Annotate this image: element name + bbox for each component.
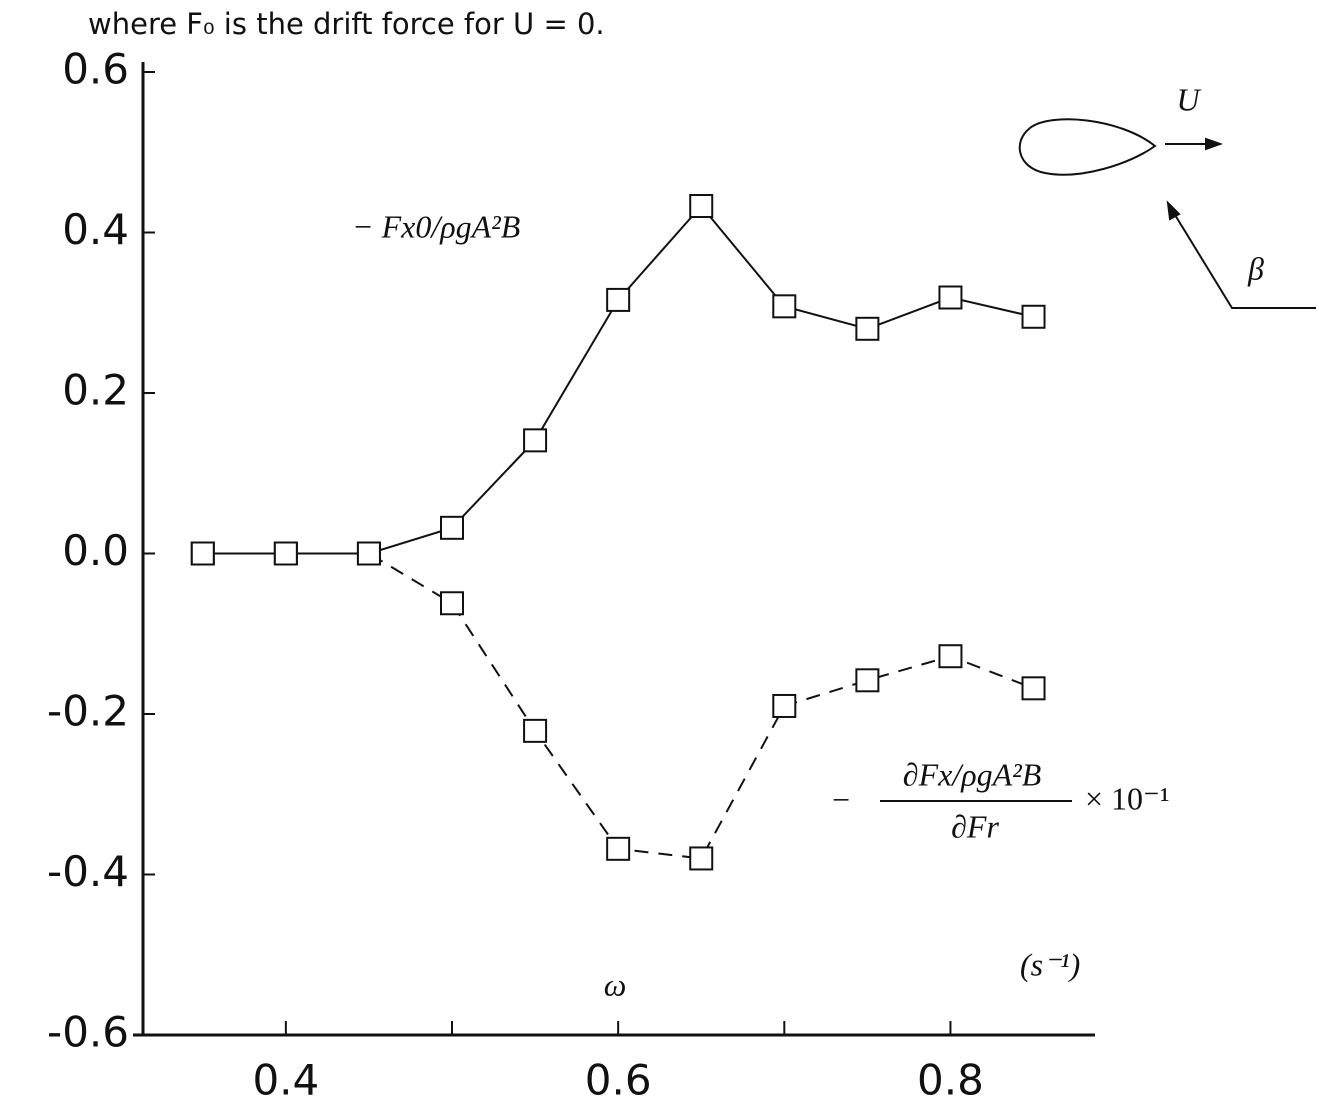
annotation: − <box>830 781 852 817</box>
annotation: ∂Fx/ρgA²B <box>903 756 1042 792</box>
y-tick-label: 0.4 <box>62 205 129 254</box>
series-line <box>202 552 1034 860</box>
marker <box>440 515 465 540</box>
marker <box>606 287 631 312</box>
y-tick-label: -0.6 <box>47 1008 129 1057</box>
marker <box>772 294 797 319</box>
marker <box>1021 304 1046 329</box>
marker <box>273 541 298 566</box>
annotation: ∂Fr <box>951 808 999 844</box>
y-tick-label: -0.4 <box>47 847 129 896</box>
marker <box>855 316 880 341</box>
x-axis-label: ω <box>604 966 627 1002</box>
marker <box>523 718 548 743</box>
annotation: × 10⁻¹ <box>1085 780 1170 816</box>
marker <box>190 541 215 566</box>
marker <box>855 668 880 693</box>
annotation: U <box>1176 81 1201 117</box>
marker <box>689 846 714 871</box>
marker <box>606 836 631 861</box>
marker <box>938 285 963 310</box>
y-tick-label: 0.6 <box>62 45 129 94</box>
marker <box>772 693 797 718</box>
x-tick-label: 0.6 <box>585 1056 652 1105</box>
x-tick-label: 0.4 <box>252 1056 319 1105</box>
x-axis-unit: (s⁻¹) <box>1020 946 1080 982</box>
y-tick-label: -0.2 <box>47 687 129 736</box>
x-tick-label: 0.8 <box>917 1056 984 1105</box>
ship-diagram <box>1018 118 1316 309</box>
marker <box>938 644 963 669</box>
caption: where F₀ is the drift force for U = 0. <box>88 7 605 41</box>
annotation: β <box>1247 250 1264 286</box>
y-tick-label: 0.2 <box>62 366 129 415</box>
marker <box>440 591 465 616</box>
series-label: − Fx0/ρgA²B <box>352 208 520 244</box>
marker <box>356 541 381 566</box>
series-line <box>202 204 1034 555</box>
marker <box>1021 676 1046 701</box>
marker <box>689 194 714 219</box>
marker <box>523 428 548 453</box>
y-tick-label: 0.0 <box>62 526 129 575</box>
